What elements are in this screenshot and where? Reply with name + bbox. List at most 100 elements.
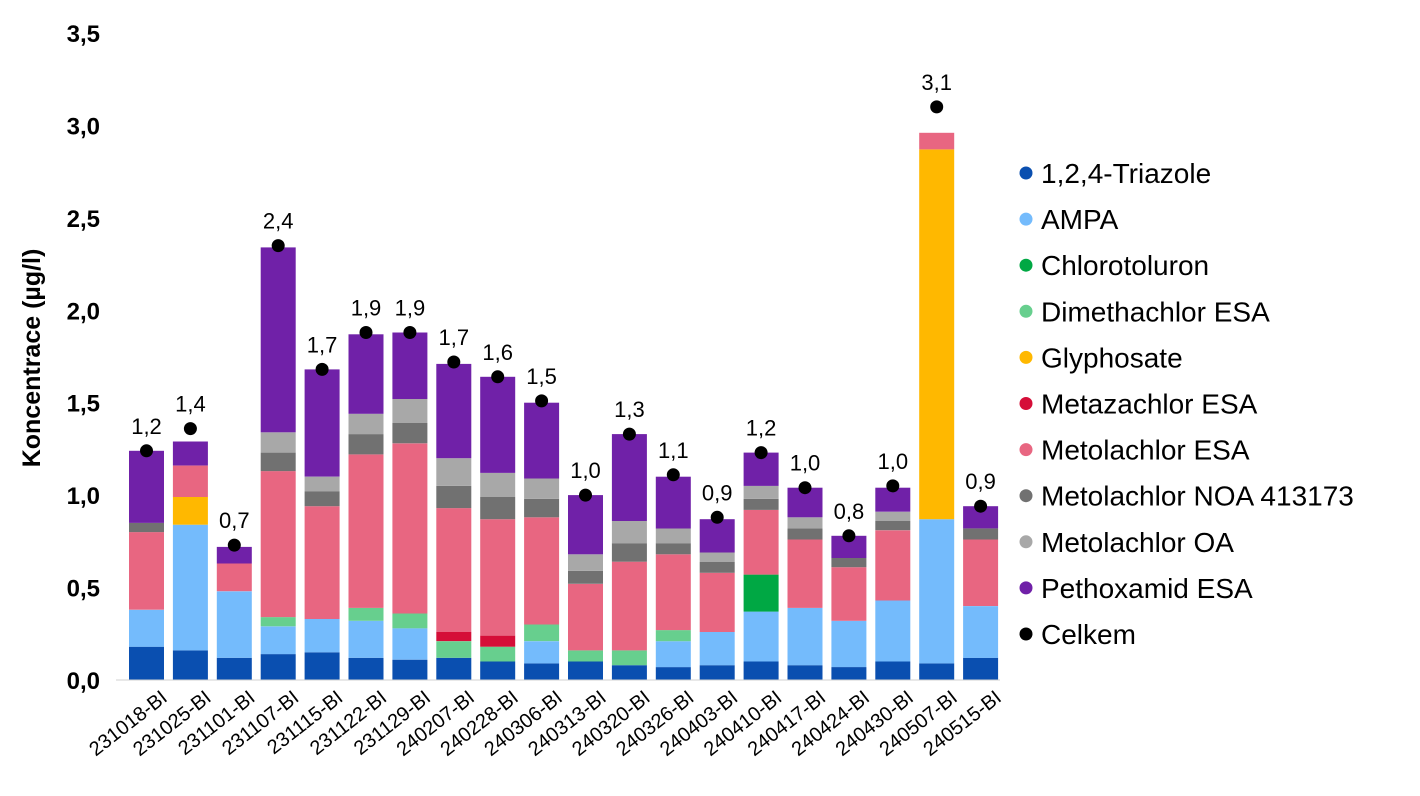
- bar-segment: [436, 485, 472, 509]
- bar-segment: [611, 543, 647, 562]
- bar-segment: [787, 665, 823, 680]
- bar-segment: [963, 528, 999, 540]
- y-tick-label: 2,5: [67, 206, 100, 233]
- legend-label: Celkem: [1041, 619, 1136, 650]
- bar-segment: [436, 657, 472, 680]
- total-data-label: 1,4: [175, 392, 206, 417]
- bar-segment: [743, 485, 779, 499]
- legend-label: AMPA: [1041, 204, 1119, 235]
- total-marker: [447, 355, 461, 369]
- y-tick-label: 1,0: [67, 483, 100, 510]
- bar-segment: [568, 650, 603, 662]
- bar-segment: [568, 570, 603, 584]
- total-marker: [622, 427, 636, 441]
- bar-segment: [348, 334, 384, 414]
- y-axis-label: Koncentrace (µg/l): [18, 249, 46, 468]
- total-marker: [710, 510, 724, 524]
- bar-segment: [392, 332, 428, 399]
- legend-marker: [1019, 627, 1033, 641]
- bar-segment: [963, 606, 999, 658]
- total-marker: [579, 488, 592, 502]
- legend-label: Glyphosate: [1041, 342, 1183, 373]
- total-marker: [666, 468, 680, 482]
- bar-segment: [392, 443, 428, 614]
- bar-segment: [963, 657, 999, 680]
- bar-segment: [743, 509, 779, 575]
- bar-segment: [172, 441, 208, 466]
- y-axis: 0,0 0,5 1,0 1,5 2,0 2,5 3,0 3,5: [67, 21, 100, 695]
- total-data-label: 0,9: [702, 480, 733, 505]
- total-data-label: 0,9: [965, 469, 996, 494]
- total-data-label: 1,1: [658, 438, 689, 463]
- total-data-label: 1,2: [131, 414, 162, 439]
- bar-segment: [611, 521, 647, 544]
- bar-segment: [568, 495, 603, 555]
- total-marker: [974, 499, 988, 513]
- bar-segment: [611, 650, 647, 666]
- legend-item: 1,2,4-Triazole: [1019, 158, 1211, 189]
- bar-segment: [875, 661, 911, 680]
- total-data-label: 3,1: [921, 70, 952, 95]
- total-data-label: 0,7: [219, 508, 250, 533]
- bar-segment: [963, 506, 999, 529]
- bar-segment: [480, 376, 516, 473]
- bar-segment: [831, 667, 867, 680]
- bar-segment: [524, 517, 560, 625]
- bar-segment: [568, 583, 603, 651]
- y-tick-label: 1,5: [67, 391, 100, 418]
- bar-segment: [480, 473, 516, 497]
- bar-segment: [348, 413, 384, 435]
- bar-segment: [699, 561, 735, 573]
- total-marker: [491, 370, 505, 384]
- legend-item: Metolachlor OA: [1019, 527, 1234, 558]
- total-data-label: 0,8: [834, 499, 865, 524]
- bars: [129, 132, 999, 680]
- legend-label: Metolachlor NOA 413173: [1041, 481, 1354, 512]
- bar-segment: [831, 558, 867, 568]
- total-marker: [798, 481, 812, 495]
- bar-segment: [260, 247, 296, 433]
- total-data-label: 2,4: [263, 209, 294, 234]
- legend-item: Chlorotoluron: [1019, 250, 1209, 281]
- y-tick-label: 0,0: [67, 668, 100, 695]
- bar-segment: [611, 665, 647, 680]
- bar-segment: [304, 476, 340, 492]
- legend-marker: [1019, 535, 1033, 549]
- bar-segment: [699, 519, 735, 553]
- bar-segment: [348, 434, 384, 455]
- legend: 1,2,4-Triazole AMPA Chlorotoluron Dimethach…: [1019, 158, 1354, 650]
- bar-segment: [831, 535, 867, 558]
- y-tick-label: 0,5: [67, 576, 100, 603]
- total-marker: [227, 538, 241, 552]
- bar-segment: [436, 363, 472, 459]
- bar-segment: [524, 663, 560, 680]
- legend-item: Pethoxamid ESA: [1019, 573, 1253, 604]
- bar-segment: [919, 663, 955, 680]
- bar-segment: [699, 552, 735, 562]
- total-data-label: 1,9: [351, 296, 382, 321]
- bar-segment: [699, 631, 735, 666]
- bar-segment: [260, 654, 296, 680]
- bar-segment: [480, 497, 516, 520]
- bar-segment: [129, 646, 164, 680]
- bar-segment: [348, 454, 384, 608]
- total-data-label: 1,6: [482, 340, 513, 365]
- total-marker: [930, 100, 944, 114]
- total-marker: [183, 422, 197, 436]
- legend-item: AMPA: [1019, 204, 1119, 235]
- y-tick-label: 2,0: [67, 298, 100, 325]
- legend-item: Metolachlor ESA: [1019, 435, 1250, 466]
- bar-segment: [699, 665, 735, 680]
- bar-segment: [743, 661, 779, 680]
- bar-segment: [524, 478, 560, 499]
- bar-segment: [436, 508, 472, 632]
- bar-segment: [392, 628, 428, 660]
- bar-segment: [436, 631, 472, 642]
- x-axis: 231018-BI231025-BI231101-BI231107-BI2311…: [85, 687, 1005, 761]
- legend-marker: [1019, 304, 1033, 318]
- total-data-label: 1,3: [614, 397, 645, 422]
- total-marker: [842, 529, 856, 543]
- legend-marker: [1019, 212, 1033, 226]
- bar-segment: [348, 620, 384, 658]
- legend-item: Celkem: [1019, 619, 1136, 650]
